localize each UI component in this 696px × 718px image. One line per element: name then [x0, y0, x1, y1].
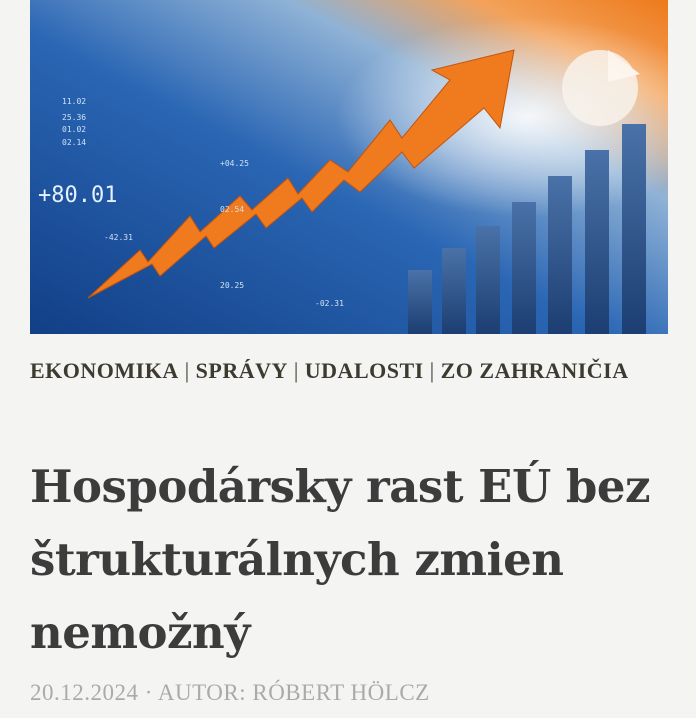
svg-text:-42.31: -42.31	[104, 233, 133, 242]
separator: |	[429, 358, 435, 383]
svg-text:11.02: 11.02	[62, 97, 86, 106]
svg-text:25.36: 25.36	[62, 113, 86, 122]
svg-text:02.14: 02.14	[62, 138, 86, 147]
category-link-udalosti[interactable]: UDALOSTI	[304, 358, 424, 383]
category-link-spravy[interactable]: SPRÁVY	[195, 358, 288, 383]
author-prefix: AUTOR:	[157, 680, 247, 705]
category-link-ekonomika[interactable]: EKONOMIKA	[30, 358, 179, 383]
category-list: EKONOMIKA | SPRÁVY | UDALOSTI | ZO ZAHRANIČIA	[30, 346, 670, 396]
article-title[interactable]: Hospodársky rast EÚ bez štrukturálnych z…	[30, 460, 651, 659]
author-name[interactable]: RÓBERT HÖLCZ	[252, 680, 430, 705]
growth-arrow-graphic	[87, 49, 515, 299]
svg-text:+80.01: +80.01	[38, 183, 117, 208]
separator: |	[293, 358, 299, 383]
hero-labels: 11.02 25.36 01.02 02.14 +80.01 +04.25 02…	[38, 97, 344, 308]
svg-text:-02.31: -02.31	[315, 299, 344, 308]
article-date: 20.12.2024	[30, 680, 139, 705]
svg-text:20.25: 20.25	[220, 281, 244, 290]
category-link-zo-zahranicia[interactable]: ZO ZAHRANIČIA	[440, 358, 629, 383]
article-byline: 20.12.2024 · AUTOR: RÓBERT HÖLCZ	[30, 680, 430, 706]
svg-text:01.02: 01.02	[62, 125, 86, 134]
separator-dot: ·	[144, 680, 153, 705]
svg-text:+04.25: +04.25	[220, 159, 249, 168]
svg-text:02.54: 02.54	[220, 205, 244, 214]
separator: |	[184, 358, 190, 383]
bar-chart-graphic	[408, 124, 646, 334]
pie-chart-graphic	[562, 50, 640, 126]
article-hero-image[interactable]: 11.02 25.36 01.02 02.14 +80.01 +04.25 02…	[30, 0, 668, 334]
